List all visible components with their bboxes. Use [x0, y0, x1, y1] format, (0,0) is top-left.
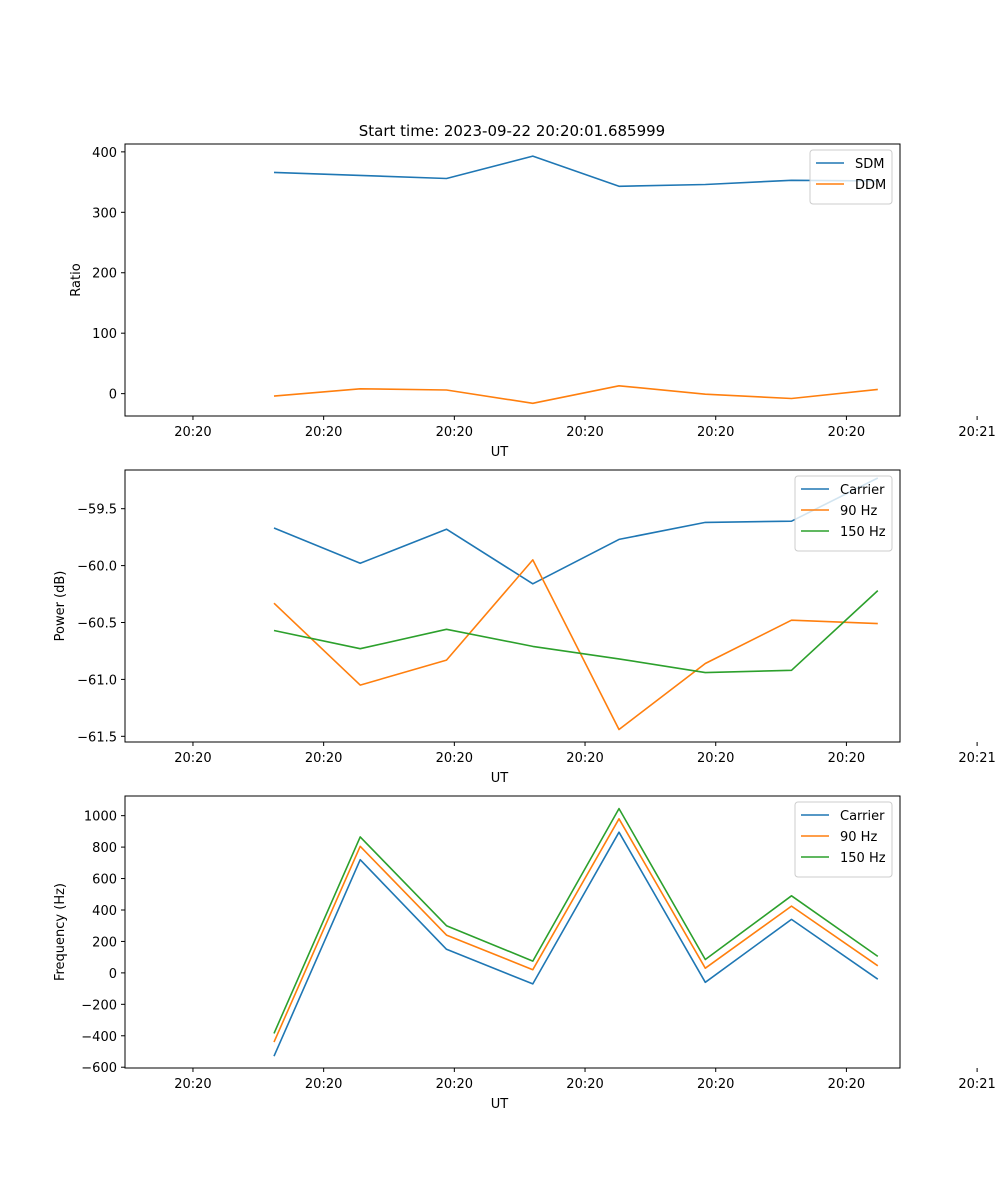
series-line-carrier [273, 477, 879, 585]
x-tick-label: 20:20 [697, 1077, 734, 1092]
x-tick-label: 20:20 [174, 425, 211, 440]
y-tick-label: 600 [92, 873, 117, 888]
x-tick-label: 20:20 [566, 425, 603, 440]
legend: SDM DDM [809, 149, 893, 205]
y-tick-label: −400 [81, 1030, 117, 1045]
axes-frame [124, 469, 901, 743]
x-tick-label: 20:20 [828, 751, 865, 766]
y-tick-label: −600 [81, 1061, 117, 1076]
x-tick-label: 20:20 [828, 1077, 865, 1092]
axes-frame [124, 143, 901, 417]
y-tick-label: −60.0 [77, 560, 117, 575]
y-tick-label: −61.0 [77, 673, 117, 688]
y-tick-label: 0 [109, 967, 117, 982]
axes-frame [124, 795, 901, 1069]
legend-label: DDM [855, 178, 886, 193]
legend-box [794, 801, 893, 878]
x-tick-label: 20:20 [436, 425, 473, 440]
x-axis-label: UT [491, 771, 509, 786]
y-tick-label: 300 [92, 206, 117, 221]
y-tick-label: −61.5 [77, 730, 117, 745]
x-tick-label: 20:20 [436, 1077, 473, 1092]
y-tick-label: 0 [109, 388, 117, 403]
series-line-carrier [273, 831, 879, 1057]
chart-panel-2: 20:20 20:20 20:20 20:20 20:20 20:20 20:21 −61.5… [53, 469, 996, 786]
x-tick-label: 20:21 [958, 425, 995, 440]
series-line-150-hz [273, 807, 879, 1034]
legend-box [794, 475, 893, 552]
legend-label: 150 Hz [840, 525, 886, 540]
y-tick-label: 400 [92, 146, 117, 161]
x-tick-label: 20:20 [436, 751, 473, 766]
x-tick-label: 20:20 [697, 751, 734, 766]
y-tick-label: −200 [81, 998, 117, 1013]
y-axis-label: Ratio [69, 263, 84, 296]
legend: Carrier 90 Hz 150 Hz [794, 801, 893, 878]
legend: Carrier 90 Hz 150 Hz [794, 475, 893, 552]
series-line-sdm [273, 155, 878, 188]
series-line-ddm [273, 384, 878, 405]
y-tick-label: 200 [92, 267, 117, 282]
x-tick-label: 20:20 [828, 425, 865, 440]
x-axis-label: UT [491, 445, 509, 460]
y-tick-label: −59.5 [77, 503, 117, 518]
x-tick-label: 20:20 [305, 1077, 342, 1092]
y-tick-label: 1000 [84, 810, 117, 825]
x-tick-label: 20:20 [566, 751, 603, 766]
legend-label: SDM [855, 157, 884, 172]
y-tick-label: 800 [92, 841, 117, 856]
legend-label: 90 Hz [840, 504, 877, 519]
legend-label: Carrier [840, 483, 885, 498]
series-line-90-hz [273, 559, 878, 731]
x-axis-label: UT [491, 1097, 509, 1112]
legend-label: Carrier [840, 809, 885, 824]
series-line-150-hz [273, 590, 879, 674]
y-tick-label: 100 [92, 327, 117, 342]
chart-panel-3: 20:20 20:20 20:20 20:20 20:20 20:20 20:21 −600 −… [53, 795, 996, 1112]
figure-title: Start time: 2023-09-22 20:20:01.685999 [359, 122, 665, 140]
x-tick-label: 20:20 [305, 751, 342, 766]
series-line-90-hz [273, 817, 879, 1043]
x-tick-label: 20:20 [305, 425, 342, 440]
chart-panel-1: 20:20 20:20 20:20 20:20 20:20 20:20 20:21 0 100 2… [69, 143, 996, 460]
y-tick-label: 400 [92, 904, 117, 919]
x-tick-label: 20:20 [174, 1077, 211, 1092]
x-tick-label: 20:20 [174, 751, 211, 766]
x-tick-label: 20:21 [958, 751, 995, 766]
y-tick-label: −60.5 [77, 617, 117, 632]
legend-label: 150 Hz [840, 851, 886, 866]
y-axis-label: Power (dB) [53, 571, 68, 642]
x-tick-label: 20:20 [697, 425, 734, 440]
y-axis-label: Frequency (Hz) [53, 883, 68, 981]
legend-label: 90 Hz [840, 830, 877, 845]
x-tick-label: 20:20 [566, 1077, 603, 1092]
x-tick-label: 20:21 [958, 1077, 995, 1092]
y-tick-label: 200 [92, 935, 117, 950]
